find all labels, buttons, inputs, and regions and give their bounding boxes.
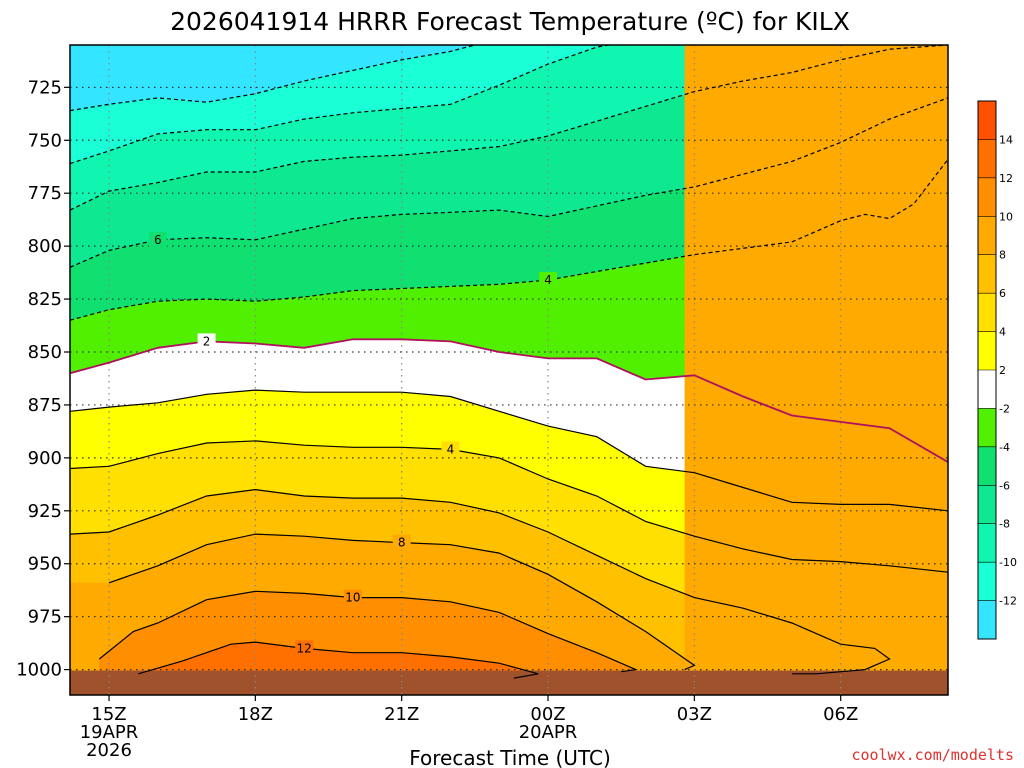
isotherm-10 <box>98 590 638 673</box>
x-tick-label-18Z: 18Z <box>238 704 273 725</box>
colorbar-segment <box>978 600 996 639</box>
x-tick-sublabel: 2026 <box>86 740 132 761</box>
plot-frame <box>69 44 949 696</box>
isotherm-8 <box>108 533 696 671</box>
y-tick-label: 825 <box>28 289 62 310</box>
credit-text: coolwx.com/modelts <box>851 746 1014 764</box>
x-axis-label: Forecast Time (UTC) <box>409 746 611 768</box>
isotherm-12 <box>138 641 539 679</box>
y-tick-label: 775 <box>28 183 62 204</box>
colorbar: -12 -10 -8 -6 -4 -2 2 4 6 8 10 12 14 <box>977 100 1017 640</box>
colorbar-label: -10 <box>999 556 1017 569</box>
y-tick-label: 1000 <box>16 660 62 681</box>
colorbar-segment <box>978 446 996 486</box>
y-tick-label: 800 <box>28 236 62 257</box>
y-tick-label: 900 <box>28 448 62 469</box>
temperature-fill-bands <box>70 45 948 695</box>
isotherm-4 <box>70 440 948 573</box>
y-axis: 1000 975 950 925 900 875 850 825 800 775 750 725 <box>16 77 70 681</box>
y-tick-label: 875 <box>28 395 62 416</box>
x-tick-label-15Z: 15Z <box>91 704 126 725</box>
isotherm-label-bg <box>197 333 216 349</box>
isotherm-labels: 6 4 2 4 8 10 12 <box>148 231 558 656</box>
colorbar-segment <box>978 177 996 217</box>
colorbar-segment <box>978 523 996 563</box>
colorbar-segment <box>978 293 996 332</box>
x-tick-sublabel: 20APR <box>519 722 578 743</box>
colorbar-label: 10 <box>999 210 1013 223</box>
y-tick-label: 750 <box>28 130 62 151</box>
isotherm--12 <box>70 45 478 112</box>
isotherm--6 <box>70 97 948 268</box>
band-above-8 <box>70 45 948 695</box>
isotherm-label-10: 10 <box>345 591 360 605</box>
isotherm-label--4: 4 <box>544 273 552 287</box>
isotherm--10 <box>70 45 613 165</box>
isotherm-6 <box>70 488 891 675</box>
colorbar-segment <box>978 254 996 294</box>
isotherm-label-4: 4 <box>447 442 455 456</box>
isotherm-label-bg <box>539 272 558 288</box>
x-tick-label-03Z: 03Z <box>677 704 712 725</box>
x-tick-label-21Z: 21Z <box>384 704 419 725</box>
band-above-6 <box>70 45 948 695</box>
colorbar-label: 4 <box>999 326 1006 339</box>
y-tick-label: 975 <box>28 607 62 628</box>
colorbar-segment <box>978 562 996 601</box>
colorbar-label: 12 <box>999 172 1013 185</box>
isotherm-label-bg <box>295 640 314 656</box>
isotherm-2 <box>70 389 948 512</box>
colorbar-label: -8 <box>999 518 1010 531</box>
colorbar-label: -6 <box>999 479 1010 492</box>
isotherm-label-bg <box>343 589 362 605</box>
colorbar-segment <box>978 139 996 178</box>
isotherm-label-8: 8 <box>398 536 406 550</box>
x-tick-sublabel: 19APR <box>80 722 139 743</box>
isotherm-label-bg <box>392 534 411 550</box>
y-tick-label: 725 <box>28 77 62 98</box>
colorbar-segment <box>978 370 996 409</box>
colorbar-label: -12 <box>999 595 1017 608</box>
y-tick-label: 925 <box>28 501 62 522</box>
isotherm-label-bg <box>441 441 460 457</box>
colorbar-label: 2 <box>999 364 1006 377</box>
isotherm--4 <box>70 158 948 321</box>
chart-title: 2026041914 HRRR Forecast Temperature (ºC… <box>170 7 850 36</box>
isotherm-lines <box>70 45 948 679</box>
y-tick-label: 850 <box>28 342 62 363</box>
colorbar-label: 8 <box>999 249 1006 262</box>
colorbar-label: -2 <box>999 402 1010 415</box>
colorbar-label: 14 <box>999 133 1013 146</box>
x-tick-label-00Z: 00Z <box>530 704 565 725</box>
colorbar-segment <box>978 408 996 447</box>
colorbar-label: 6 <box>999 287 1006 300</box>
colorbar-segment <box>978 101 996 140</box>
colorbar-label: -4 <box>999 441 1010 454</box>
isotherm-label-bg <box>148 231 167 247</box>
isotherm-label-12: 12 <box>296 641 311 655</box>
isotherm--8 <box>70 45 948 211</box>
ground-surface <box>70 670 948 695</box>
x-tick-label-06Z: 06Z <box>823 704 858 725</box>
y-tick-label: 950 <box>28 554 62 575</box>
colorbar-segment <box>978 216 996 255</box>
colorbar-segment <box>978 331 996 370</box>
isotherm-label--6: 6 <box>154 233 162 247</box>
colorbar-segment <box>978 485 996 524</box>
isotherm-label--2: 2 <box>203 334 211 348</box>
